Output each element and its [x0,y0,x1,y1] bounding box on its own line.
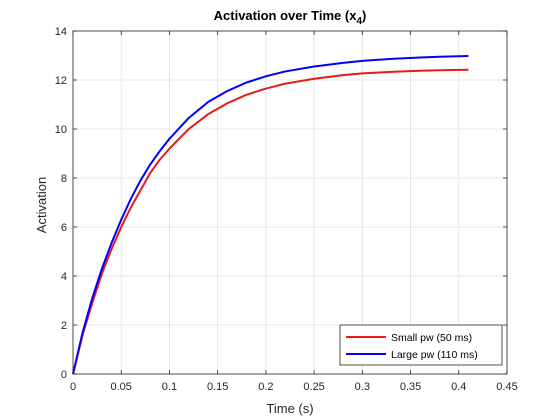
chart-title-close: ) [362,8,366,23]
y-tick-label: 8 [61,173,67,185]
series-group [72,54,469,375]
plot-area [73,31,507,374]
y-tick-label: 14 [55,26,67,38]
x-tick-label: 0.4 [451,381,466,393]
legend: Small pw (50 ms) Large pw (110 ms) [339,324,503,366]
chart-title-subscript: 4 [356,16,362,27]
x-tick-label: 0.15 [207,381,228,393]
y-tick-label: 12 [55,75,67,87]
legend-label-small-pw: Small pw (50 ms) [391,332,472,344]
series-line-small-pw [72,68,469,375]
x-tick-label: 0.35 [400,381,421,393]
y-tick-label: 2 [61,320,67,332]
x-tick-label: 0.25 [303,381,324,393]
y-tick-label: 0 [61,369,67,381]
y-tick-label: 6 [61,222,67,234]
x-tick-label: 0.2 [258,381,273,393]
series-line-large-pw [72,54,469,375]
chart-title-main: Activation over Time (x [214,8,358,23]
x-axis-label: Time (s) [266,401,313,416]
plot-border [72,30,508,375]
x-tick-label: 0.05 [111,381,132,393]
y-axis-label: Activation [34,177,49,233]
legend-label-large-pw: Large pw (110 ms) [391,349,478,361]
y-tick-label: 4 [61,271,67,283]
y-tick-label: 10 [55,124,67,136]
x-tick-label: 0.3 [355,381,370,393]
x-tick-label: 0.1 [162,381,177,393]
chart-title: Activation over Time (x4) [214,8,367,27]
x-tick-label: 0 [70,381,76,393]
x-tick-label: 0.45 [496,381,517,393]
legend-box [339,324,503,366]
ticks: 0 0.05 0.1 0.15 0.2 0.25 0.3 0.35 0.4 0.45 0 2 4 6 8 10… [55,26,518,393]
